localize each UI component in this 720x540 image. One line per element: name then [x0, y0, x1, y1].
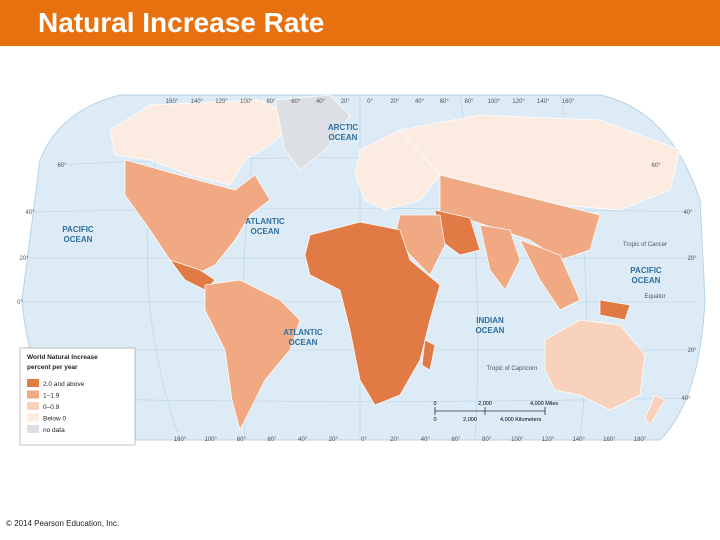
- ocean-label: ARCTIC: [328, 123, 358, 132]
- legend-swatch: [27, 390, 39, 399]
- legend-swatch: [27, 402, 39, 410]
- longitude-label: 180°: [634, 437, 647, 443]
- longitude-label: 60°: [451, 437, 461, 443]
- latitude-label: 40°: [683, 210, 693, 216]
- longitude-label: 80°: [464, 99, 474, 105]
- longitude-label: 20°: [341, 99, 351, 105]
- legend-swatch: [27, 413, 39, 422]
- longitude-label: 120°: [542, 437, 555, 443]
- longitude-label: 140°: [537, 99, 550, 105]
- slide-title: Natural Increase Rate: [38, 7, 325, 38]
- legend-title: World Natural Increase: [27, 354, 98, 361]
- scale-label: 2,000: [478, 401, 492, 407]
- scale-bar: [434, 407, 546, 415]
- longitude-label: 140°: [572, 437, 585, 443]
- scale-label: 0: [433, 401, 436, 407]
- longitude-label: 20°: [390, 99, 400, 105]
- legend-label: 0–0.9: [43, 404, 60, 411]
- ocean-label: OCEAN: [329, 133, 358, 142]
- reference-label: Tropic of Capricorn: [487, 366, 538, 372]
- longitude-label: 40°: [415, 99, 425, 105]
- legend-label: 2.0 and above: [43, 381, 85, 388]
- ocean-label: OCEAN: [64, 235, 93, 244]
- longitude-label: 100°: [240, 99, 253, 105]
- ocean-label: INDIAN: [476, 316, 504, 325]
- longitude-label: 20°: [390, 437, 400, 443]
- scale-label: 4,000 Miles: [530, 401, 558, 407]
- legend-label: 1–1.9: [43, 393, 60, 400]
- ocean-label: OCEAN: [632, 276, 661, 285]
- longitude-label: 60°: [440, 99, 450, 105]
- longitude-label: 100°: [511, 437, 524, 443]
- latitude-label: 20°: [687, 256, 697, 262]
- longitude-label: 40°: [298, 437, 308, 443]
- scale-label: 4,000 Kilometers: [500, 417, 542, 423]
- legend-swatch: [27, 379, 39, 387]
- longitude-label: 60°: [267, 437, 277, 443]
- longitude-label: 0°: [361, 437, 367, 443]
- longitude-label: 40°: [316, 99, 326, 105]
- latitude-label: 60°: [57, 163, 67, 169]
- ocean-label: OCEAN: [476, 326, 505, 335]
- ocean-label: ATLANTIC: [245, 217, 285, 226]
- legend-box: [19, 347, 136, 446]
- ocean-label: OCEAN: [251, 227, 280, 236]
- legend-swatch: [27, 425, 39, 433]
- reference-label: Tropic of Cancer: [623, 242, 667, 248]
- longitude-label: 100°: [488, 99, 501, 105]
- latitude-label: 0°: [17, 300, 23, 306]
- latitude-label: 60°: [651, 163, 661, 169]
- continents: [109, 94, 681, 431]
- header-bar: Natural Increase Rate: [0, 0, 720, 46]
- longitude-label: 140°: [191, 99, 204, 105]
- longitude-label: 80°: [482, 437, 492, 443]
- longitude-label: 60°: [291, 99, 301, 105]
- ocean-label: PACIFIC: [630, 266, 662, 275]
- longitude-label: 160°: [603, 437, 616, 443]
- ocean-label: ATLANTIC: [283, 328, 323, 337]
- latitude-label: 20°: [19, 256, 29, 262]
- copyright: © 2014 Pearson Education, Inc.: [6, 519, 120, 528]
- longitude-label: 40°: [421, 437, 431, 443]
- legend-label: no data: [43, 427, 65, 434]
- longitude-label: 160°: [174, 437, 187, 443]
- ocean-label: OCEAN: [289, 338, 318, 347]
- latitude-label: 20°: [687, 348, 697, 354]
- longitude-label: 80°: [237, 437, 247, 443]
- longitude-label: 20°: [329, 437, 339, 443]
- reference-label: Equator: [644, 294, 665, 300]
- longitude-label: 100°: [204, 437, 217, 443]
- longitude-label: 0°: [367, 99, 373, 105]
- longitude-label: 120°: [512, 99, 525, 105]
- longitude-label: 160°: [562, 99, 575, 105]
- longitude-label: 160°: [166, 99, 179, 105]
- legend-title: percent per year: [27, 364, 78, 371]
- scale-label: 2,000: [463, 417, 477, 423]
- latitude-label: 40°: [681, 396, 691, 402]
- longitude-label: 80°: [266, 99, 276, 105]
- longitude-label: 120°: [215, 99, 228, 105]
- ocean-label: PACIFIC: [62, 225, 94, 234]
- scale-label: 0: [433, 417, 436, 423]
- latitude-label: 40°: [25, 210, 35, 216]
- legend-label: Below 0: [43, 416, 67, 423]
